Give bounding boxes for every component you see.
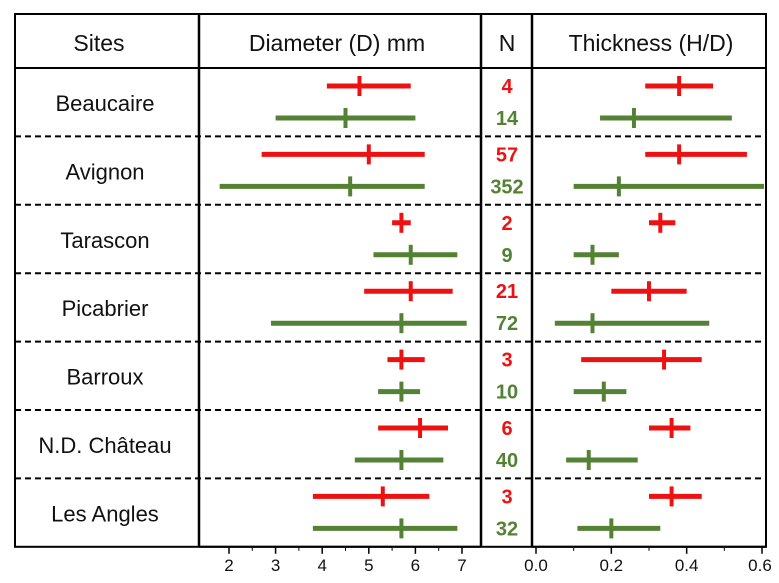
n-count-green: 40 xyxy=(496,450,518,472)
n-count-green: 72 xyxy=(496,313,518,335)
row-labels: Beaucaire 4 14 Avignon 57 352 Tarascon 2 9 Picabr… xyxy=(38,76,523,540)
site-label: Les Angles xyxy=(51,501,159,526)
n-count-green: 32 xyxy=(496,518,518,540)
n-count-red: 2 xyxy=(501,213,512,235)
site-label: Barroux xyxy=(66,365,143,390)
diameter-tick-label: 7 xyxy=(457,556,466,575)
header-n: N xyxy=(499,30,516,56)
header-thickness: Thickness (H/D) xyxy=(569,30,734,56)
thickness-tick-label: 0.6 xyxy=(748,556,772,575)
site-label: Beaucaire xyxy=(55,91,154,116)
diameter-tick-label: 3 xyxy=(271,556,280,575)
n-count-green: 10 xyxy=(496,382,518,404)
diameter-tick-label: 5 xyxy=(364,556,373,575)
n-count-red: 4 xyxy=(501,76,513,98)
thickness-tick-label: 0.4 xyxy=(675,556,699,575)
thickness-tick-label: 0.2 xyxy=(600,556,624,575)
site-label: Picabrier xyxy=(62,296,149,321)
site-label: Avignon xyxy=(65,159,144,184)
n-count-red: 3 xyxy=(501,486,512,508)
n-count-red: 57 xyxy=(496,144,518,166)
header-diameter: Diameter (D) mm xyxy=(249,30,425,56)
diameter-tick-label: 2 xyxy=(224,556,233,575)
site-label: N.D. Château xyxy=(38,433,171,458)
chart-marks xyxy=(219,76,764,539)
n-count-red: 6 xyxy=(501,418,512,440)
n-count-red: 21 xyxy=(496,281,518,303)
n-count-green: 9 xyxy=(501,245,512,267)
axes: 2 3 4 5 6 7 0.0 0.2 0.4 0.6 xyxy=(199,545,772,575)
diameter-tick-label: 4 xyxy=(317,556,326,575)
n-count-red: 3 xyxy=(501,350,512,372)
n-count-green: 352 xyxy=(490,176,523,198)
n-count-green: 14 xyxy=(496,108,519,130)
site-label: Tarascon xyxy=(60,228,149,253)
thickness-tick-label: 0.0 xyxy=(524,556,548,575)
header-sites: Sites xyxy=(73,30,124,56)
diameter-tick-label: 6 xyxy=(411,556,420,575)
